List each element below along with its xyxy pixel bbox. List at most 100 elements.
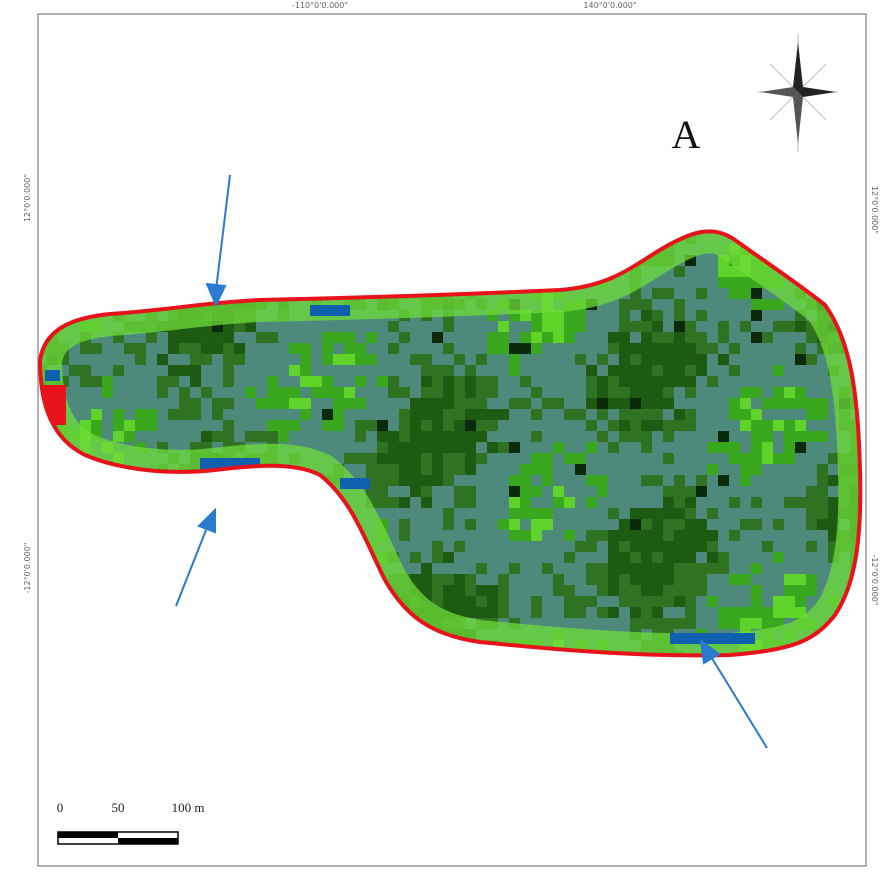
raster-cell <box>806 343 817 354</box>
raster-cell <box>773 299 784 310</box>
raster-cell <box>135 365 146 376</box>
raster-cell <box>674 508 685 519</box>
raster-cell <box>564 585 575 596</box>
raster-cell <box>718 585 729 596</box>
raster-cell <box>806 332 817 343</box>
raster-cell <box>520 387 531 398</box>
raster-cell <box>399 420 410 431</box>
raster-cell <box>795 343 806 354</box>
raster-cell <box>245 420 256 431</box>
raster-cell <box>696 453 707 464</box>
raster-cell <box>707 420 718 431</box>
raster-cell <box>707 431 718 442</box>
raster-cell <box>443 453 454 464</box>
raster-cell <box>773 486 784 497</box>
raster-cell <box>542 387 553 398</box>
raster-cell <box>751 563 762 574</box>
raster-cell <box>487 508 498 519</box>
raster-cell <box>355 431 366 442</box>
raster-cell <box>817 398 828 409</box>
raster-cell <box>795 321 806 332</box>
raster-cell <box>608 365 619 376</box>
raster-cell <box>564 365 575 376</box>
raster-cell <box>190 420 201 431</box>
raster-cell <box>685 266 696 277</box>
raster-cell <box>586 321 597 332</box>
raster-cell <box>223 365 234 376</box>
raster-cell <box>817 530 828 541</box>
raster-cell <box>542 530 553 541</box>
raster-cell <box>718 563 729 574</box>
raster-cell <box>630 541 641 552</box>
raster-cell <box>806 354 817 365</box>
raster-cell <box>608 552 619 563</box>
raster-cell <box>762 453 773 464</box>
raster-cell <box>707 255 718 266</box>
raster-cell <box>256 398 267 409</box>
raster-cell <box>575 431 586 442</box>
raster-cell <box>179 332 190 343</box>
raster-cell <box>575 442 586 453</box>
raster-cell <box>454 453 465 464</box>
raster-cell <box>707 552 718 563</box>
raster-cell <box>498 486 509 497</box>
raster-cell <box>344 442 355 453</box>
raster-cell <box>707 563 718 574</box>
raster-cell <box>597 376 608 387</box>
raster-cell <box>168 387 179 398</box>
raster-cell <box>575 365 586 376</box>
raster-cell <box>762 365 773 376</box>
raster-cell <box>795 376 806 387</box>
raster-cell <box>432 332 443 343</box>
raster-cell <box>531 541 542 552</box>
raster-cell <box>817 486 828 497</box>
raster-cell <box>762 574 773 585</box>
raster-cell <box>619 519 630 530</box>
raster-cell <box>696 354 707 365</box>
raster-cell <box>366 354 377 365</box>
raster-cell <box>168 365 179 376</box>
raster-cell <box>674 332 685 343</box>
raster-cell <box>619 310 630 321</box>
raster-cell <box>531 365 542 376</box>
raster-cell <box>432 365 443 376</box>
raster-cell <box>784 365 795 376</box>
raster-cell <box>597 618 608 629</box>
raster-cell <box>498 387 509 398</box>
raster-cell <box>465 420 476 431</box>
raster-cell <box>487 398 498 409</box>
raster-cell <box>454 409 465 420</box>
raster-cell <box>608 541 619 552</box>
raster-cell <box>586 365 597 376</box>
raster-cell <box>795 464 806 475</box>
raster-cell <box>751 453 762 464</box>
raster-cell <box>509 332 520 343</box>
raster-cell <box>476 519 487 530</box>
scale-label: 100 m <box>172 800 205 815</box>
raster-cell <box>476 398 487 409</box>
raster-cell <box>696 442 707 453</box>
raster-cell <box>234 431 245 442</box>
raster-cell <box>465 530 476 541</box>
raster-cell <box>465 596 476 607</box>
raster-cell <box>553 541 564 552</box>
raster-cell <box>718 519 729 530</box>
raster-cell <box>124 365 135 376</box>
raster-cell <box>564 409 575 420</box>
raster-cell <box>245 376 256 387</box>
raster-cell <box>509 398 520 409</box>
raster-cell <box>454 354 465 365</box>
raster-cell <box>410 486 421 497</box>
raster-cell <box>597 574 608 585</box>
raster-cell <box>619 530 630 541</box>
raster-cell <box>344 431 355 442</box>
raster-cell <box>696 607 707 618</box>
raster-cell <box>696 310 707 321</box>
raster-cell <box>212 376 223 387</box>
raster-cell <box>256 365 267 376</box>
raster-cell <box>344 409 355 420</box>
raster-cell <box>201 398 212 409</box>
raster-cell <box>487 596 498 607</box>
raster-cell <box>432 376 443 387</box>
raster-cell <box>586 453 597 464</box>
